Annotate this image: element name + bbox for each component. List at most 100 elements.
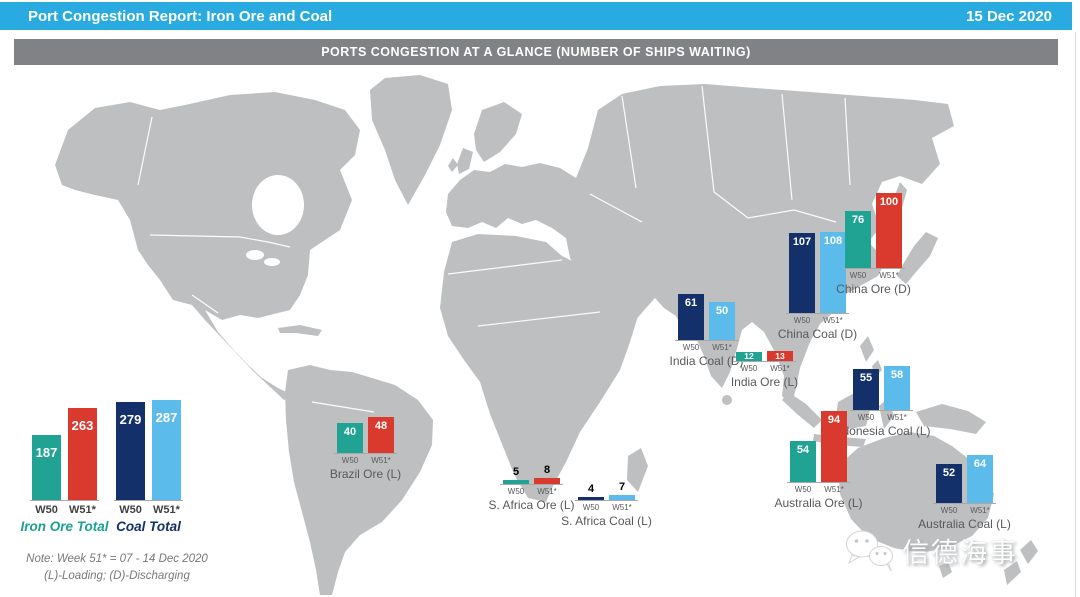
bar-w50 (789, 233, 815, 313)
port-name: China Ore (D) (836, 282, 911, 296)
week-label-w50: W50 (507, 487, 525, 496)
totals-baseline (114, 500, 183, 501)
uk (457, 148, 473, 174)
bar-value-w51: 48 (374, 420, 388, 432)
axis-baseline (787, 482, 850, 483)
bar-w50 (678, 294, 704, 340)
total-week-label-w50: W50 (119, 504, 142, 516)
japan (897, 232, 938, 284)
footnote-line2: (L)-Loading; (D)-Discharging (44, 570, 190, 582)
bar-w50 (578, 497, 604, 500)
bar-value-w50: 5 (512, 466, 520, 478)
new-zealand-south (1004, 561, 1021, 585)
page-title: Port Congestion Report: Iron Ore and Coa… (28, 8, 333, 25)
new-guinea (916, 404, 986, 434)
continent-africa (440, 234, 638, 502)
port-name: Indonesia Coal (L) (832, 424, 931, 438)
week-label-w51: W51* (712, 343, 732, 352)
great-lakes-2 (264, 258, 280, 266)
port-name: S. Africa Coal (L) (561, 514, 652, 528)
axis-baseline (786, 313, 849, 314)
bar-w51 (884, 366, 910, 410)
total-week-label-w51: W51* (153, 504, 180, 516)
axis-baseline (933, 503, 996, 504)
footnote: Note: Week 51* = 07 - 14 Dec 2020 (L)-Lo… (10, 551, 224, 585)
axis-baseline (733, 361, 796, 362)
bar-value-w50: 4 (587, 483, 595, 495)
week-label-w51: W51* (537, 487, 557, 496)
week-label-w50: W50 (857, 413, 875, 422)
world-map (55, 75, 1038, 595)
bar-value-w50: 40 (343, 426, 357, 438)
continent-eurasia (446, 84, 954, 404)
report-date: 15 Dec 2020 (966, 8, 1052, 25)
port-name: Brazil Ore (L) (329, 467, 402, 481)
week-label-w50: W50 (849, 271, 867, 280)
week-label-w50: W50 (940, 506, 958, 515)
bar-w51 (967, 455, 993, 503)
week-label-w51: W51* (879, 271, 899, 280)
week-label-w50: W50 (682, 343, 700, 352)
section-banner: PORTS CONGESTION AT A GLANCE (NUMBER OF … (14, 39, 1058, 65)
continent-australia (838, 432, 994, 553)
bar-value-w51: 7 (618, 481, 626, 493)
bar-w51 (820, 232, 846, 313)
bar-value-w51: 58 (890, 369, 904, 381)
week-label-w51: W51* (371, 456, 391, 465)
week-label-w50: W50 (793, 316, 811, 325)
watermark: 信德海事 (842, 528, 1018, 572)
total-value-w50: 187 (35, 445, 58, 460)
axis-baseline (500, 484, 563, 485)
bar-value-w51: 100 (879, 196, 899, 208)
bar-w51 (368, 417, 394, 453)
bar-w50 (337, 423, 363, 453)
great-lakes (246, 250, 264, 260)
total-bar-w51 (68, 408, 97, 500)
iceland (428, 116, 446, 130)
bar-w50 (936, 464, 962, 503)
total-value-w51: 287 (155, 410, 178, 425)
bar-w50 (853, 369, 879, 410)
greenland (370, 75, 452, 205)
bar-w51 (821, 411, 847, 482)
axis-baseline (850, 410, 913, 411)
hudson-bay (252, 175, 304, 235)
bar-value-w51: 108 (823, 235, 843, 247)
week-label-w51: W51* (770, 364, 790, 373)
bar-w51 (767, 351, 793, 361)
total-bar-w51 (152, 400, 181, 500)
total-bar-w50 (32, 435, 61, 500)
bar-value-w51: 64 (973, 458, 987, 470)
footnote-line1: Note: Week 51* = 07 - 14 Dec 2020 (26, 553, 208, 565)
scandinavia (474, 102, 522, 162)
ireland (448, 158, 458, 172)
axis-baseline (675, 340, 738, 341)
bar-value-w50: 54 (796, 444, 810, 456)
axis-baseline (575, 500, 638, 501)
bar-value-w50: 52 (942, 467, 956, 479)
bar-value-w51: 50 (715, 305, 729, 317)
week-label-w51: W51* (824, 485, 844, 494)
bar-value-w50: 12 (744, 351, 754, 361)
coal_total-label: Coal Total (116, 519, 181, 534)
new-zealand-north (1020, 540, 1038, 564)
wechat-icon (846, 530, 893, 572)
bar-w51 (709, 302, 735, 340)
bar-w50 (736, 352, 762, 361)
port-name: S. Africa Ore (L) (488, 498, 575, 512)
country-borders (137, 85, 851, 413)
week-label-w50: W50 (740, 364, 758, 373)
bar-value-w51: 13 (775, 351, 785, 361)
port-name: India Ore (L) (730, 375, 799, 389)
bar-w50 (790, 441, 816, 482)
top-header-bar: Port Congestion Report: Iron Ore and Coa… (0, 2, 1072, 30)
week-label-w50: W50 (582, 503, 600, 512)
bar-value-w51: 8 (543, 464, 551, 476)
caribbean-islands (278, 325, 322, 336)
week-label-w51: W51* (970, 506, 990, 515)
bar-value-w50: 107 (792, 236, 812, 248)
bar-w51 (534, 478, 560, 484)
bar-w51 (609, 495, 635, 500)
week-label-w51: W51* (612, 503, 632, 512)
total-week-label-w51: W51* (69, 504, 96, 516)
